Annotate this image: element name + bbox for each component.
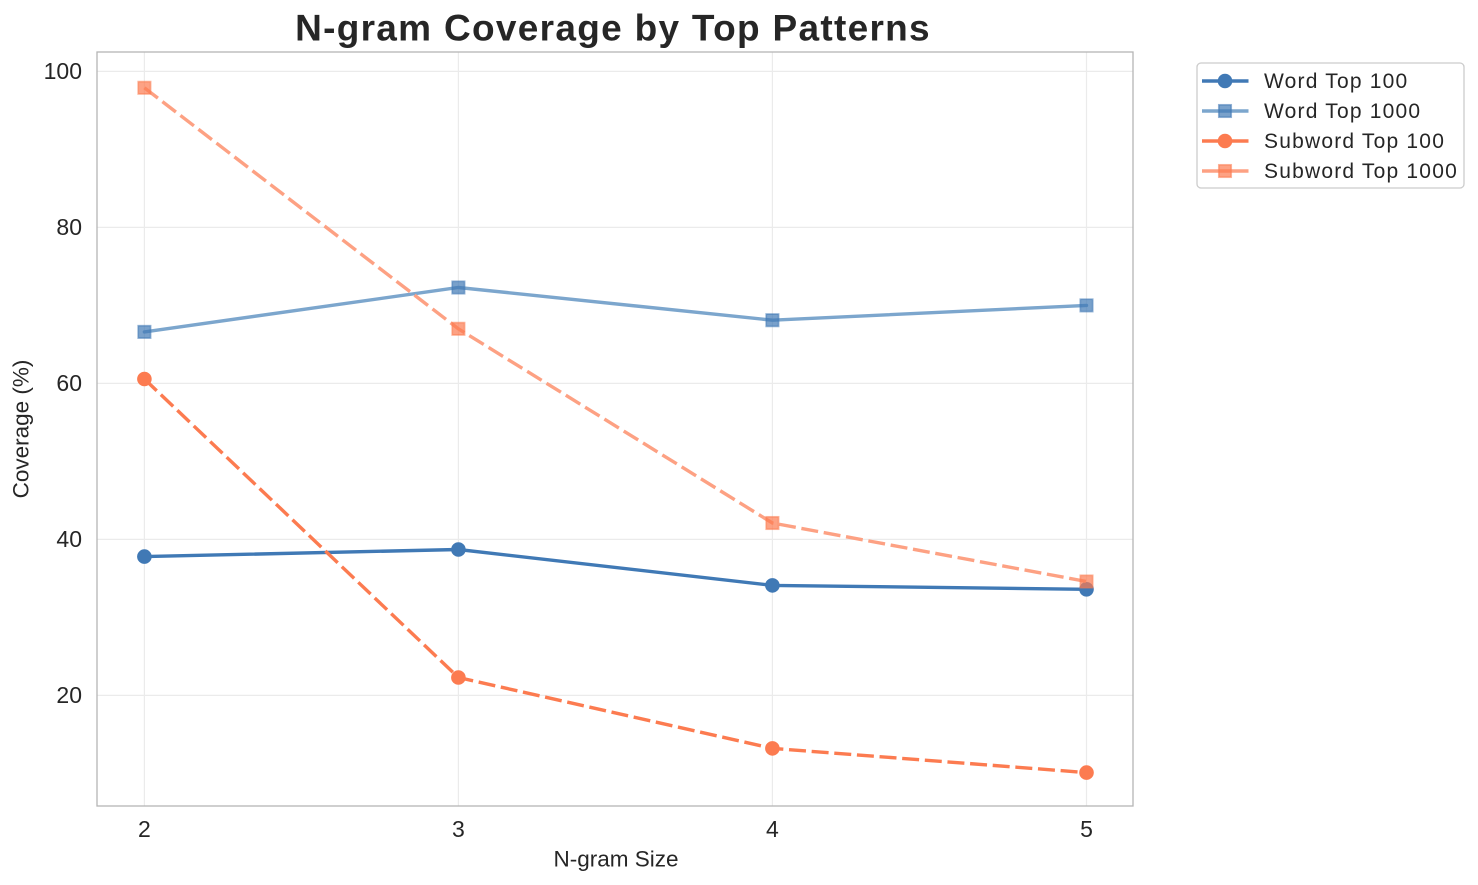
svg-text:4: 4 [766,816,779,842]
svg-text:100: 100 [44,58,82,84]
svg-text:Subword Top 100: Subword Top 100 [1264,130,1445,153]
svg-text:20: 20 [56,682,82,708]
svg-text:N-gram Coverage by Top Pattern: N-gram Coverage by Top Patterns [295,8,931,49]
svg-text:Coverage (%): Coverage (%) [9,360,34,499]
svg-text:Word Top 1000: Word Top 1000 [1264,100,1421,123]
svg-text:Word Top 100: Word Top 100 [1264,70,1408,93]
svg-text:N-gram Size: N-gram Size [553,847,678,872]
svg-text:60: 60 [56,370,82,396]
svg-text:80: 80 [56,214,82,240]
svg-text:3: 3 [452,816,465,842]
svg-text:Subword Top 1000: Subword Top 1000 [1264,160,1458,183]
svg-text:2: 2 [138,816,151,842]
svg-text:40: 40 [56,526,82,552]
svg-text:5: 5 [1080,816,1093,842]
